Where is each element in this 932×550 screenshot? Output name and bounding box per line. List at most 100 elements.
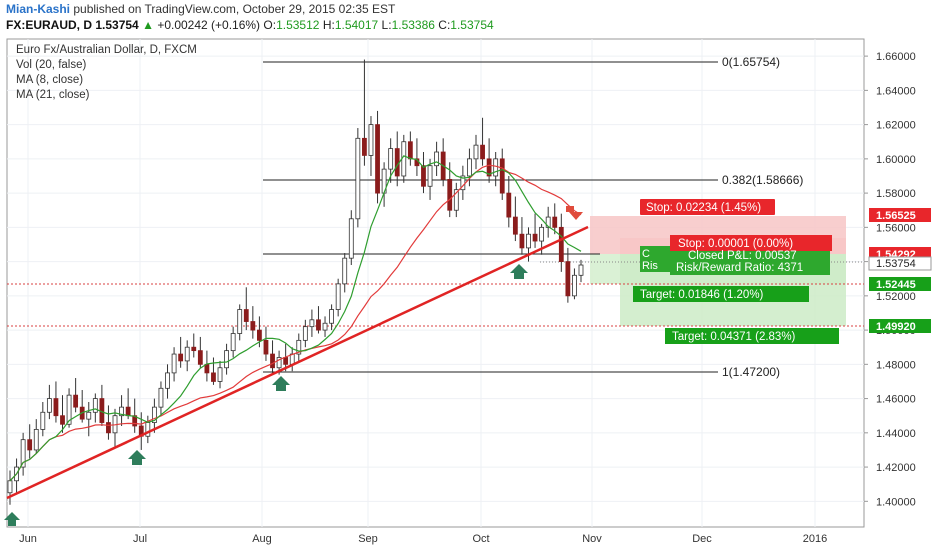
bear-candle[interactable] xyxy=(263,339,269,355)
legend-title[interactable]: Euro Fx/Australian Dollar, D, FXCM xyxy=(16,44,197,56)
bear-candle[interactable] xyxy=(257,329,262,341)
bear-candle[interactable] xyxy=(558,226,564,262)
bear-candle[interactable] xyxy=(519,233,525,249)
bear-candle[interactable] xyxy=(532,233,538,242)
trend-line[interactable] xyxy=(6,225,589,500)
bull-candle[interactable] xyxy=(33,428,39,451)
bull-candle[interactable] xyxy=(309,319,315,328)
bull-candle[interactable] xyxy=(217,367,223,382)
bear-candle[interactable] xyxy=(421,165,426,187)
legend-ma21[interactable]: MA (21, close) xyxy=(16,89,90,101)
ma-21-line[interactable] xyxy=(9,164,582,482)
bull-candle[interactable] xyxy=(526,233,531,249)
bull-candle[interactable] xyxy=(335,283,341,310)
bull-candle[interactable] xyxy=(302,326,308,341)
bull-candle[interactable] xyxy=(427,165,433,187)
price-tag-1: 1.56525 xyxy=(876,210,916,222)
bear-candle[interactable] xyxy=(60,415,65,425)
bull-candle[interactable] xyxy=(329,309,334,324)
bull-candle[interactable] xyxy=(545,216,551,228)
legend-vol[interactable]: Vol (20, false) xyxy=(16,59,87,71)
bull-candle[interactable] xyxy=(119,406,124,417)
time-axis[interactable]: Jun Jul Aug Sep Oct Nov Dec 2016 xyxy=(19,533,827,545)
bear-candle[interactable] xyxy=(27,439,33,451)
bull-candle[interactable] xyxy=(578,264,584,276)
bull-candle[interactable] xyxy=(539,226,545,242)
bull-candle[interactable] xyxy=(276,357,282,369)
arrow-down-icon[interactable] xyxy=(562,206,583,220)
bear-candle[interactable] xyxy=(407,141,413,160)
bull-candle[interactable] xyxy=(158,387,164,408)
bear-candle[interactable] xyxy=(53,398,59,417)
bear-candle[interactable] xyxy=(283,357,289,365)
bull-candle[interactable] xyxy=(224,350,229,369)
bear-candle[interactable] xyxy=(499,158,505,194)
bear-candle[interactable] xyxy=(197,350,203,365)
bear-candle[interactable] xyxy=(512,216,518,235)
bear-candle[interactable] xyxy=(506,192,512,218)
bear-candle[interactable] xyxy=(394,148,400,177)
symbol-label[interactable]: FX:EURAUD, D xyxy=(6,18,92,32)
bull-candle[interactable] xyxy=(453,189,459,211)
bull-candle[interactable] xyxy=(171,353,177,374)
bear-candle[interactable] xyxy=(447,179,453,211)
bear-candle[interactable] xyxy=(106,422,111,434)
price-chart[interactable]: 0(1.65754) 0.382(1.58666) 1(1.47200) Sto… xyxy=(0,34,932,550)
bull-candle[interactable] xyxy=(165,372,170,389)
bear-candle[interactable] xyxy=(178,353,184,362)
bull-candle[interactable] xyxy=(572,274,577,297)
arrow-up-icon[interactable] xyxy=(510,264,528,279)
bull-candle[interactable] xyxy=(237,309,243,334)
bull-candle[interactable] xyxy=(467,158,472,177)
arrow-up-icon[interactable] xyxy=(272,376,290,391)
bear-candle[interactable] xyxy=(316,319,321,331)
bear-candle[interactable] xyxy=(362,137,367,156)
bull-candle[interactable] xyxy=(322,322,328,331)
bull-candle[interactable] xyxy=(20,439,26,468)
author-link[interactable]: Mian-Kashi xyxy=(6,2,71,16)
arrow-up-icon[interactable] xyxy=(128,450,146,465)
ma-8-line[interactable] xyxy=(9,155,582,482)
ohlc-line: FX:EURAUD, D 1.53754 ▲ +0.00242 (+0.16%)… xyxy=(6,18,494,32)
bear-candle[interactable] xyxy=(270,353,275,369)
bull-candle[interactable] xyxy=(342,257,348,285)
bear-candle[interactable] xyxy=(211,372,216,382)
bull-candle[interactable] xyxy=(493,158,499,177)
bear-candle[interactable] xyxy=(552,216,558,228)
bear-candle[interactable] xyxy=(250,321,256,331)
bull-candle[interactable] xyxy=(368,124,374,156)
bear-candle[interactable] xyxy=(191,346,197,352)
price-axis[interactable]: 1.66000 1.64000 1.62000 1.60000 1.58000 1.560… xyxy=(864,51,916,508)
x-tick-label: Nov xyxy=(582,533,602,545)
bull-candle[interactable] xyxy=(40,411,46,430)
bull-candle[interactable] xyxy=(355,137,361,220)
x-tick-label: Aug xyxy=(252,533,272,545)
bear-candle[interactable] xyxy=(125,406,131,417)
bull-candle[interactable] xyxy=(151,406,157,423)
bull-candle[interactable] xyxy=(66,394,72,425)
candles-group xyxy=(7,59,584,505)
bull-candle[interactable] xyxy=(296,339,302,355)
bull-candle[interactable] xyxy=(7,480,13,494)
arrow-up-icon[interactable] xyxy=(4,512,20,526)
bear-candle[interactable] xyxy=(480,144,485,160)
bear-candle[interactable] xyxy=(243,309,249,322)
bull-candle[interactable] xyxy=(434,151,440,167)
bear-candle[interactable] xyxy=(73,394,79,408)
pnl-box-bg xyxy=(670,249,830,275)
legend-ma8[interactable]: MA (8, close) xyxy=(16,74,84,86)
bull-candle[interactable] xyxy=(86,411,92,420)
bear-candle[interactable] xyxy=(486,158,492,177)
x-tick-label: Jun xyxy=(19,533,37,545)
bull-candle[interactable] xyxy=(388,148,394,170)
bull-candle[interactable] xyxy=(230,333,236,352)
bull-candle[interactable] xyxy=(184,346,190,362)
bull-candle[interactable] xyxy=(473,144,479,160)
high-label: H: xyxy=(322,18,335,32)
bear-candle[interactable] xyxy=(375,124,380,194)
bear-candle[interactable] xyxy=(204,363,210,374)
bear-candle[interactable] xyxy=(565,261,571,297)
bull-candle[interactable] xyxy=(92,398,98,413)
bull-candle[interactable] xyxy=(46,398,52,413)
bull-candle[interactable] xyxy=(348,218,354,259)
